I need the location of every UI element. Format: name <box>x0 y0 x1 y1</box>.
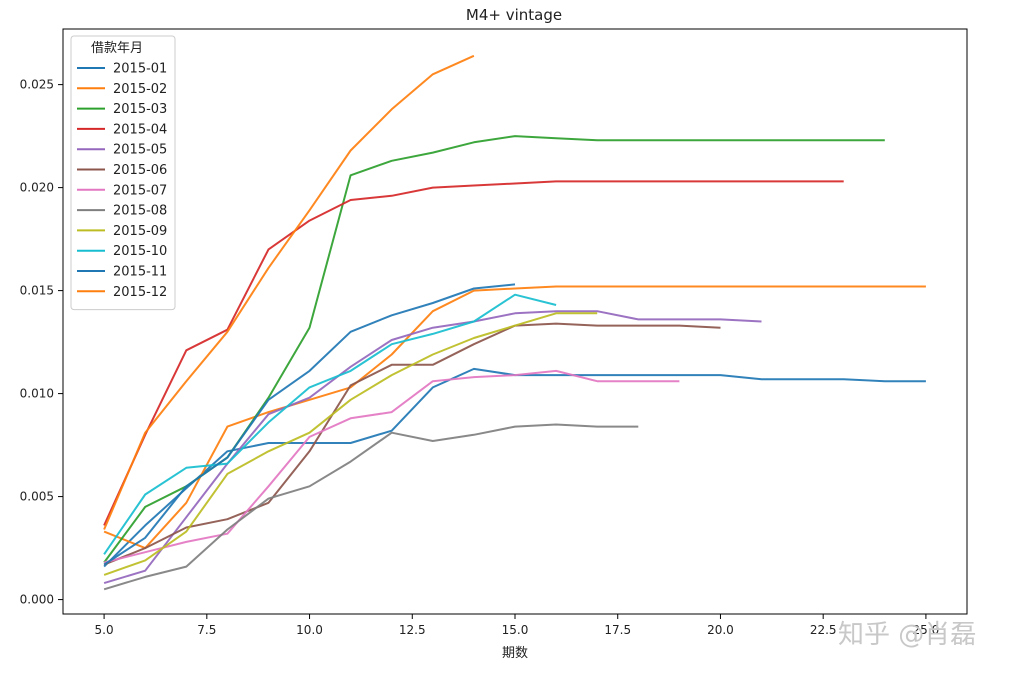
series-line-2015-08 <box>103 423 639 591</box>
x-axis-title: 期数 <box>502 646 528 661</box>
chart-title: M4+ vintage <box>466 6 562 24</box>
y-tick-label: 0.005 <box>20 490 54 504</box>
legend-label-2015-08: 2015-08 <box>113 204 167 219</box>
y-tick-label: 0.010 <box>20 387 54 401</box>
x-tick-label: 22.5 <box>810 623 837 637</box>
x-tick-label: 25.0 <box>913 623 940 637</box>
x-tick-label: 17.5 <box>604 623 631 637</box>
series-line-2015-11 <box>103 283 516 566</box>
series-line-2015-07 <box>103 369 680 564</box>
legend-label-2015-12: 2015-12 <box>113 285 167 300</box>
legend-label-2015-05: 2015-05 <box>113 143 167 158</box>
series-line-2015-04 <box>103 180 844 526</box>
legend-label-2015-04: 2015-04 <box>113 122 167 137</box>
legend-label-2015-06: 2015-06 <box>113 163 167 178</box>
legend-label-2015-02: 2015-02 <box>113 82 167 97</box>
x-tick-label: 5.0 <box>95 623 114 637</box>
legend-label-2015-10: 2015-10 <box>113 244 167 259</box>
legend-label-2015-03: 2015-03 <box>113 102 167 117</box>
legend-title: 借款年月 <box>91 41 143 56</box>
x-tick-label: 7.5 <box>197 623 216 637</box>
x-tick-label: 15.0 <box>502 623 529 637</box>
legend-box <box>70 35 176 311</box>
y-tick-label: 0.000 <box>20 593 54 607</box>
series-line-2015-03 <box>103 135 885 564</box>
series-line-2015-10 <box>103 293 557 555</box>
plot-frame <box>62 28 968 615</box>
x-tick-label: 10.0 <box>296 623 323 637</box>
series-line-2015-06 <box>103 322 721 566</box>
x-tick-label: 12.5 <box>399 623 426 637</box>
legend-label-2015-01: 2015-01 <box>113 62 167 77</box>
x-axis: 5.0 7.5 10.0 12.5 15.0 17.5 20.0 22.5 25.0 <box>95 614 940 637</box>
series-line-2015-12 <box>103 54 475 530</box>
series-line-2015-09 <box>103 312 598 576</box>
legend-label-2015-07: 2015-07 <box>113 183 167 198</box>
x-tick-label: 20.0 <box>707 623 734 637</box>
legend: 借款年月 2015-01 2015-02 2015-03 2015-04 2015-05 2… <box>70 35 176 311</box>
legend-label-2015-11: 2015-11 <box>113 265 167 280</box>
series-line-2015-02 <box>103 285 926 550</box>
y-tick-label: 0.015 <box>20 284 54 298</box>
y-tick-label: 0.025 <box>20 78 54 92</box>
y-tick-label: 0.020 <box>20 181 54 195</box>
series-layer <box>103 54 926 591</box>
y-axis: 0.000 0.005 0.010 0.015 0.020 0.025 <box>20 78 63 607</box>
legend-label-2015-09: 2015-09 <box>113 224 167 239</box>
series-line-2015-05 <box>103 310 762 585</box>
watermark: 知乎 @肖磊 <box>838 620 976 650</box>
series-line-2015-01 <box>103 367 926 568</box>
